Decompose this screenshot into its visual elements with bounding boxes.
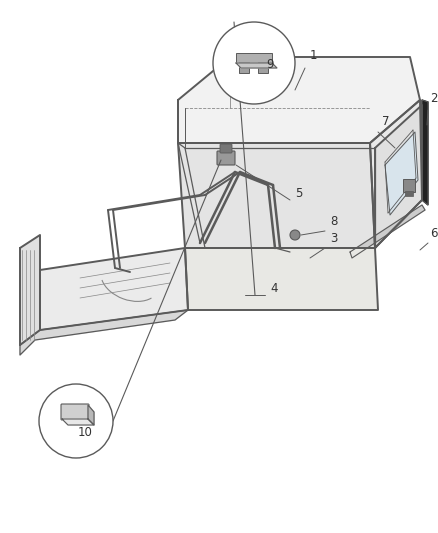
Circle shape <box>212 22 294 104</box>
Text: 1: 1 <box>309 49 317 62</box>
Polygon shape <box>369 100 421 248</box>
Text: 7: 7 <box>381 115 389 128</box>
Polygon shape <box>62 419 94 425</box>
Text: 2: 2 <box>429 92 437 105</box>
Polygon shape <box>20 235 40 345</box>
FancyBboxPatch shape <box>219 144 231 153</box>
Bar <box>238 62 248 73</box>
Polygon shape <box>177 143 374 248</box>
Text: 8: 8 <box>329 215 337 228</box>
Polygon shape <box>88 405 94 425</box>
Polygon shape <box>177 57 419 143</box>
Polygon shape <box>374 105 421 248</box>
Polygon shape <box>349 205 424 258</box>
Text: 4: 4 <box>269 282 277 295</box>
Polygon shape <box>384 132 417 215</box>
Bar <box>404 191 412 196</box>
Text: 10: 10 <box>78 426 93 439</box>
Polygon shape <box>236 63 276 68</box>
Bar <box>236 53 272 63</box>
Circle shape <box>39 384 113 458</box>
Polygon shape <box>184 248 377 310</box>
Text: 5: 5 <box>294 187 302 200</box>
Polygon shape <box>20 310 187 355</box>
Text: 6: 6 <box>429 227 437 240</box>
Text: 3: 3 <box>329 232 337 245</box>
FancyBboxPatch shape <box>61 404 89 420</box>
Bar <box>402 179 414 192</box>
Bar <box>258 62 267 73</box>
FancyBboxPatch shape <box>216 151 234 165</box>
Polygon shape <box>40 248 187 330</box>
Text: 9: 9 <box>265 58 273 71</box>
Circle shape <box>290 230 299 240</box>
Polygon shape <box>421 100 427 205</box>
